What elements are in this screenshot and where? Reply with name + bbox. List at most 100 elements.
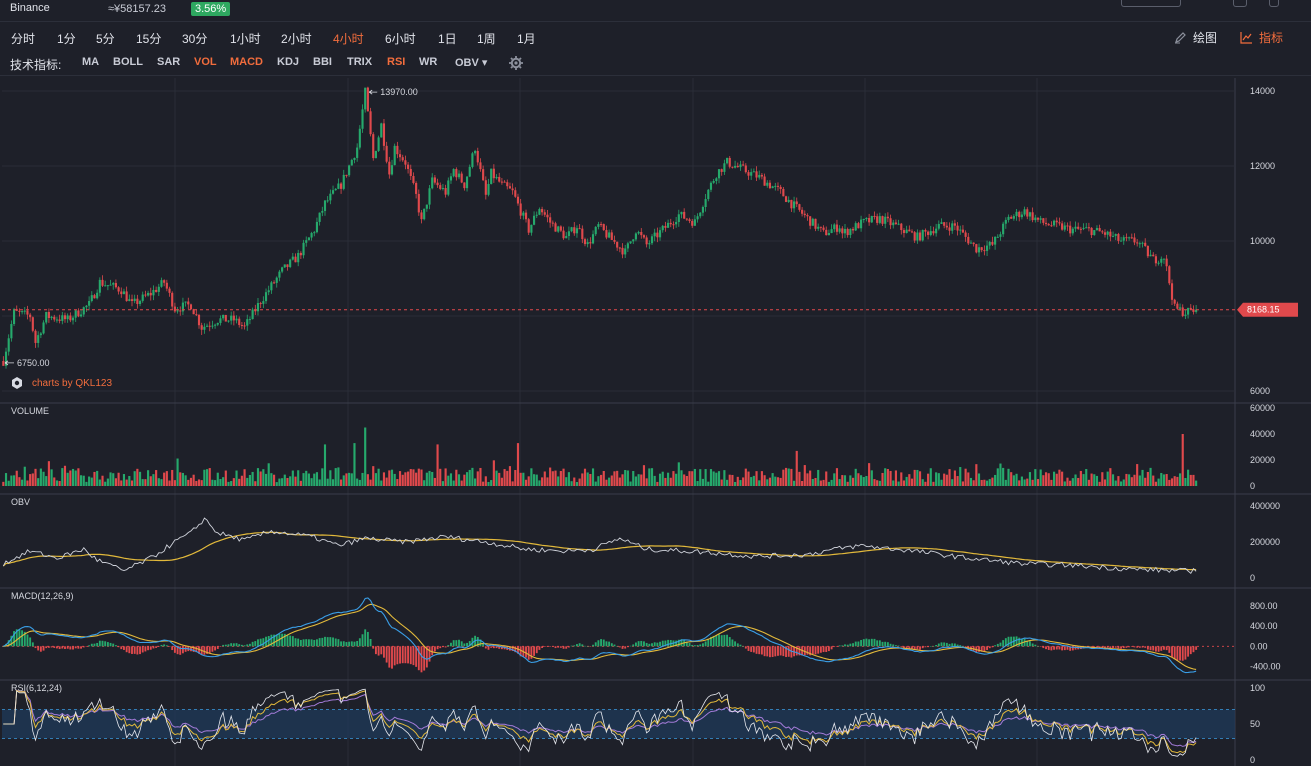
volume-bar xyxy=(621,474,624,486)
volume-bar xyxy=(407,471,410,486)
volume-bar xyxy=(361,472,364,486)
volume-bar xyxy=(163,472,166,486)
macd-histogram-bar xyxy=(460,641,463,647)
timeframe-tab[interactable]: 1小时 xyxy=(230,32,261,46)
price-tick-label: 12000 xyxy=(1250,161,1275,171)
timeframe-tab[interactable]: 6小时 xyxy=(385,32,416,46)
candle-body xyxy=(562,230,565,239)
candle-body xyxy=(908,229,911,232)
volume-bar xyxy=(428,470,431,486)
fullscreen-icon[interactable] xyxy=(1233,0,1247,7)
candle-body xyxy=(1106,231,1109,235)
candle-body xyxy=(197,314,201,326)
macd-histogram-bar xyxy=(720,635,723,647)
macd-histogram-bar xyxy=(782,646,785,657)
candle-body xyxy=(642,235,646,238)
candle-body xyxy=(358,128,361,148)
volume-bar xyxy=(340,479,343,486)
timeframe-tab[interactable]: 1周 xyxy=(477,32,496,46)
candle-body xyxy=(511,188,514,191)
macd-histogram-bar xyxy=(348,641,351,647)
candle-body xyxy=(535,214,538,216)
indicator-toggle[interactable]: TRIX xyxy=(347,56,373,68)
account-field[interactable] xyxy=(1121,0,1181,7)
volume-bar xyxy=(650,468,654,486)
macd-tick-label: 400.00 xyxy=(1250,621,1278,631)
macd-histogram-bar xyxy=(653,642,656,647)
indicator-toggle[interactable]: WR xyxy=(419,56,438,68)
macd-tick-label: 0.00 xyxy=(1250,641,1268,651)
macd-histogram-bar xyxy=(136,646,139,655)
volume-bar xyxy=(396,479,399,486)
volume-bar xyxy=(136,468,139,486)
macd-histogram-bar xyxy=(873,638,876,647)
macd-histogram-bar xyxy=(1144,646,1147,648)
timeframe-tab[interactable]: 2小时 xyxy=(281,32,312,46)
gear-icon[interactable] xyxy=(508,55,524,71)
volume-bar xyxy=(951,479,954,486)
volume-bar xyxy=(894,470,897,486)
macd-histogram-bar xyxy=(1106,646,1109,648)
indicator-toggle[interactable]: BBI xyxy=(313,56,332,68)
volume-bar xyxy=(1044,472,1048,486)
volume-bar xyxy=(967,472,970,486)
macd-histogram-bar xyxy=(1071,646,1074,651)
candle-body xyxy=(1079,228,1082,230)
candle-body xyxy=(1058,222,1061,224)
candle-body xyxy=(272,282,276,284)
macd-histogram-bar xyxy=(120,646,123,650)
volume-bar xyxy=(860,475,863,486)
volume-bar xyxy=(578,478,581,486)
macd-histogram-bar xyxy=(380,646,383,655)
macd-histogram-bar xyxy=(273,634,276,647)
volume-bar xyxy=(929,468,932,486)
volume-bar xyxy=(214,480,217,486)
candle-body xyxy=(26,310,29,315)
candle-body xyxy=(736,165,739,168)
chart-canvas[interactable]: 600010000120001400013970.006750.008168.1… xyxy=(0,78,1311,766)
indicator-button[interactable]: 指标 xyxy=(1240,29,1283,46)
macd-histogram-bar xyxy=(651,643,653,647)
macd-histogram-bar xyxy=(860,640,863,647)
candle-body xyxy=(436,182,439,186)
macd-histogram-bar xyxy=(152,646,155,649)
macd-histogram-bar xyxy=(1168,646,1171,653)
indicator-toggle[interactable]: MACD xyxy=(230,56,263,68)
volume-bar xyxy=(45,476,48,486)
timeframe-tab[interactable]: 15分 xyxy=(136,32,162,46)
volume-bar xyxy=(1020,476,1023,486)
indicator-toggle[interactable]: BOLL xyxy=(113,56,143,68)
timeframe-tab[interactable]: 1月 xyxy=(517,32,536,46)
candle-body xyxy=(704,199,707,208)
candle-body xyxy=(750,172,753,176)
macd-histogram-bar xyxy=(576,644,578,647)
indicator-toggle[interactable]: MA xyxy=(82,56,100,68)
timeframe-tab[interactable]: 1日 xyxy=(438,32,457,46)
volume-bar xyxy=(1085,469,1088,486)
volume-bar xyxy=(224,470,227,486)
candle-body xyxy=(672,224,675,226)
volume-bar xyxy=(208,468,211,486)
volume-bar xyxy=(1047,473,1050,486)
timeframe-tab[interactable]: 30分 xyxy=(182,32,208,46)
draw-button[interactable]: 绘图 xyxy=(1174,29,1217,46)
timeframe-tab[interactable]: 分时 xyxy=(11,32,36,46)
candle-body xyxy=(1192,309,1195,312)
volume-bar xyxy=(551,471,554,486)
volume-bar xyxy=(1023,479,1026,486)
timeframe-tab[interactable]: 1分 xyxy=(57,32,76,46)
timeframe-tab[interactable]: 4小时 xyxy=(333,32,364,46)
candle-body xyxy=(918,232,922,241)
volume-bar xyxy=(908,474,911,486)
timeframe-tab[interactable]: 5分 xyxy=(96,32,115,46)
macd-histogram-bar xyxy=(238,644,241,647)
indicator-toggle[interactable]: VOL xyxy=(194,56,217,68)
indicator-toggle[interactable]: SAR xyxy=(157,56,181,68)
indicator-toggle[interactable]: RSI xyxy=(387,56,406,68)
macd-histogram-bar xyxy=(1146,646,1149,650)
star-icon[interactable] xyxy=(1269,0,1279,7)
indicator-toggle[interactable]: OBV ▾ xyxy=(455,57,488,69)
top-bar: Binance ≈¥58157.23 3.56% xyxy=(0,0,1311,22)
indicator-toggle[interactable]: KDJ xyxy=(277,56,300,68)
macd-histogram-bar xyxy=(1047,646,1050,650)
